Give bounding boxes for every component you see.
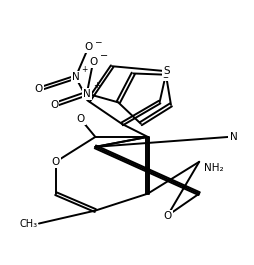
Text: O: O — [35, 84, 43, 94]
Text: S: S — [163, 66, 170, 76]
Text: +: + — [93, 81, 100, 90]
Text: N: N — [230, 132, 237, 142]
Text: +: + — [81, 65, 88, 74]
Text: NH₂: NH₂ — [204, 163, 224, 173]
Text: −: − — [100, 51, 108, 61]
Text: O: O — [50, 100, 58, 110]
Text: N: N — [83, 89, 91, 99]
Text: O: O — [163, 211, 172, 220]
Text: −: − — [94, 37, 102, 46]
Text: O: O — [89, 57, 97, 67]
Text: CH₃: CH₃ — [20, 219, 38, 228]
Text: O: O — [52, 157, 60, 167]
Text: O: O — [76, 114, 85, 124]
Text: N: N — [72, 72, 80, 82]
Text: O: O — [84, 42, 92, 52]
Text: S: S — [163, 70, 169, 80]
